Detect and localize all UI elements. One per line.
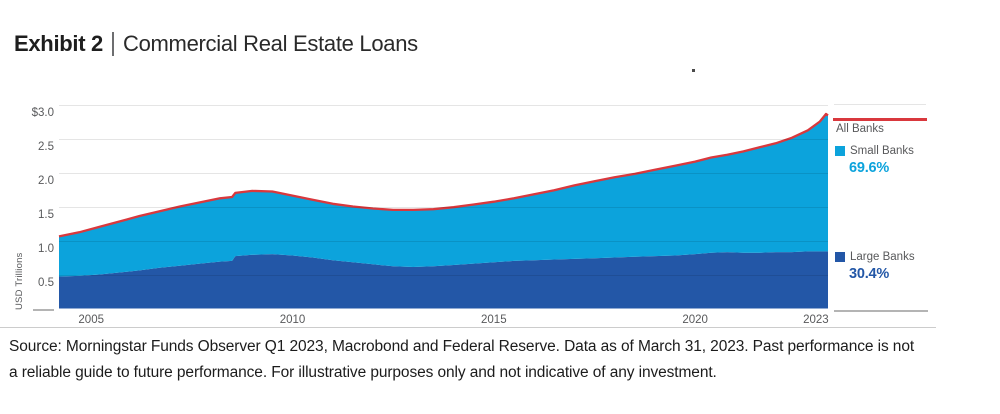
legend-top-gridline (834, 104, 926, 105)
x-tick-label: 2020 (682, 314, 708, 326)
gridline (59, 172, 828, 174)
y-tick-label: 2.5 (38, 140, 54, 153)
small-banks-area (59, 114, 828, 277)
legend-all-banks-label: All Banks (836, 123, 884, 135)
legend-small-banks-label: Small Banks (850, 145, 914, 157)
gridline (59, 240, 828, 242)
title-separator-bar (112, 32, 114, 56)
source-line-1: Source: Morningstar Funds Observer Q1 20… (9, 338, 915, 355)
source-line-2: a reliable guide to future performance. … (9, 363, 717, 381)
y-tick-label: 2.0 (38, 174, 54, 187)
y-tick-label: $3.0 (31, 106, 54, 119)
gridline (59, 206, 828, 208)
baseline-tick-left (33, 309, 54, 311)
x-tick-label: 2015 (481, 314, 507, 326)
y-tick-label: 0.5 (38, 276, 54, 289)
speck-artifact (692, 69, 695, 72)
x-tick-label: 2010 (279, 314, 306, 326)
baseline-tick-right (834, 310, 928, 312)
large-banks-swatch (835, 252, 845, 262)
y-axis-title: USD Trillions (14, 252, 25, 311)
small-banks-percentage: 69.6% (849, 160, 890, 176)
gridline (59, 104, 828, 106)
gridline (59, 274, 828, 276)
legend-large-banks-label: Large Banks (850, 251, 915, 263)
large-banks-percentage: 30.4% (849, 266, 890, 282)
page-title: Commercial Real Estate Loans (123, 31, 418, 56)
gridline (59, 138, 828, 140)
exhibit-title: Exhibit 2 Commercial Real Estate Loans (14, 31, 418, 57)
x-tick-label: 2005 (78, 314, 104, 326)
exhibit-label: Exhibit 2 (14, 31, 103, 56)
all-banks-line-swatch (833, 118, 927, 121)
footer-divider (0, 327, 936, 328)
y-tick-label: 1.0 (38, 242, 54, 255)
all-banks-total-line (58, 112, 829, 238)
source-note: Source: Morningstar Funds Observer Q1 20… (9, 334, 914, 385)
x-tick-label: 2023 (803, 314, 829, 326)
stacked-area-plot (58, 112, 829, 309)
small-banks-swatch (835, 146, 845, 156)
large-banks-area (59, 251, 828, 309)
y-tick-label: 1.5 (38, 208, 54, 221)
